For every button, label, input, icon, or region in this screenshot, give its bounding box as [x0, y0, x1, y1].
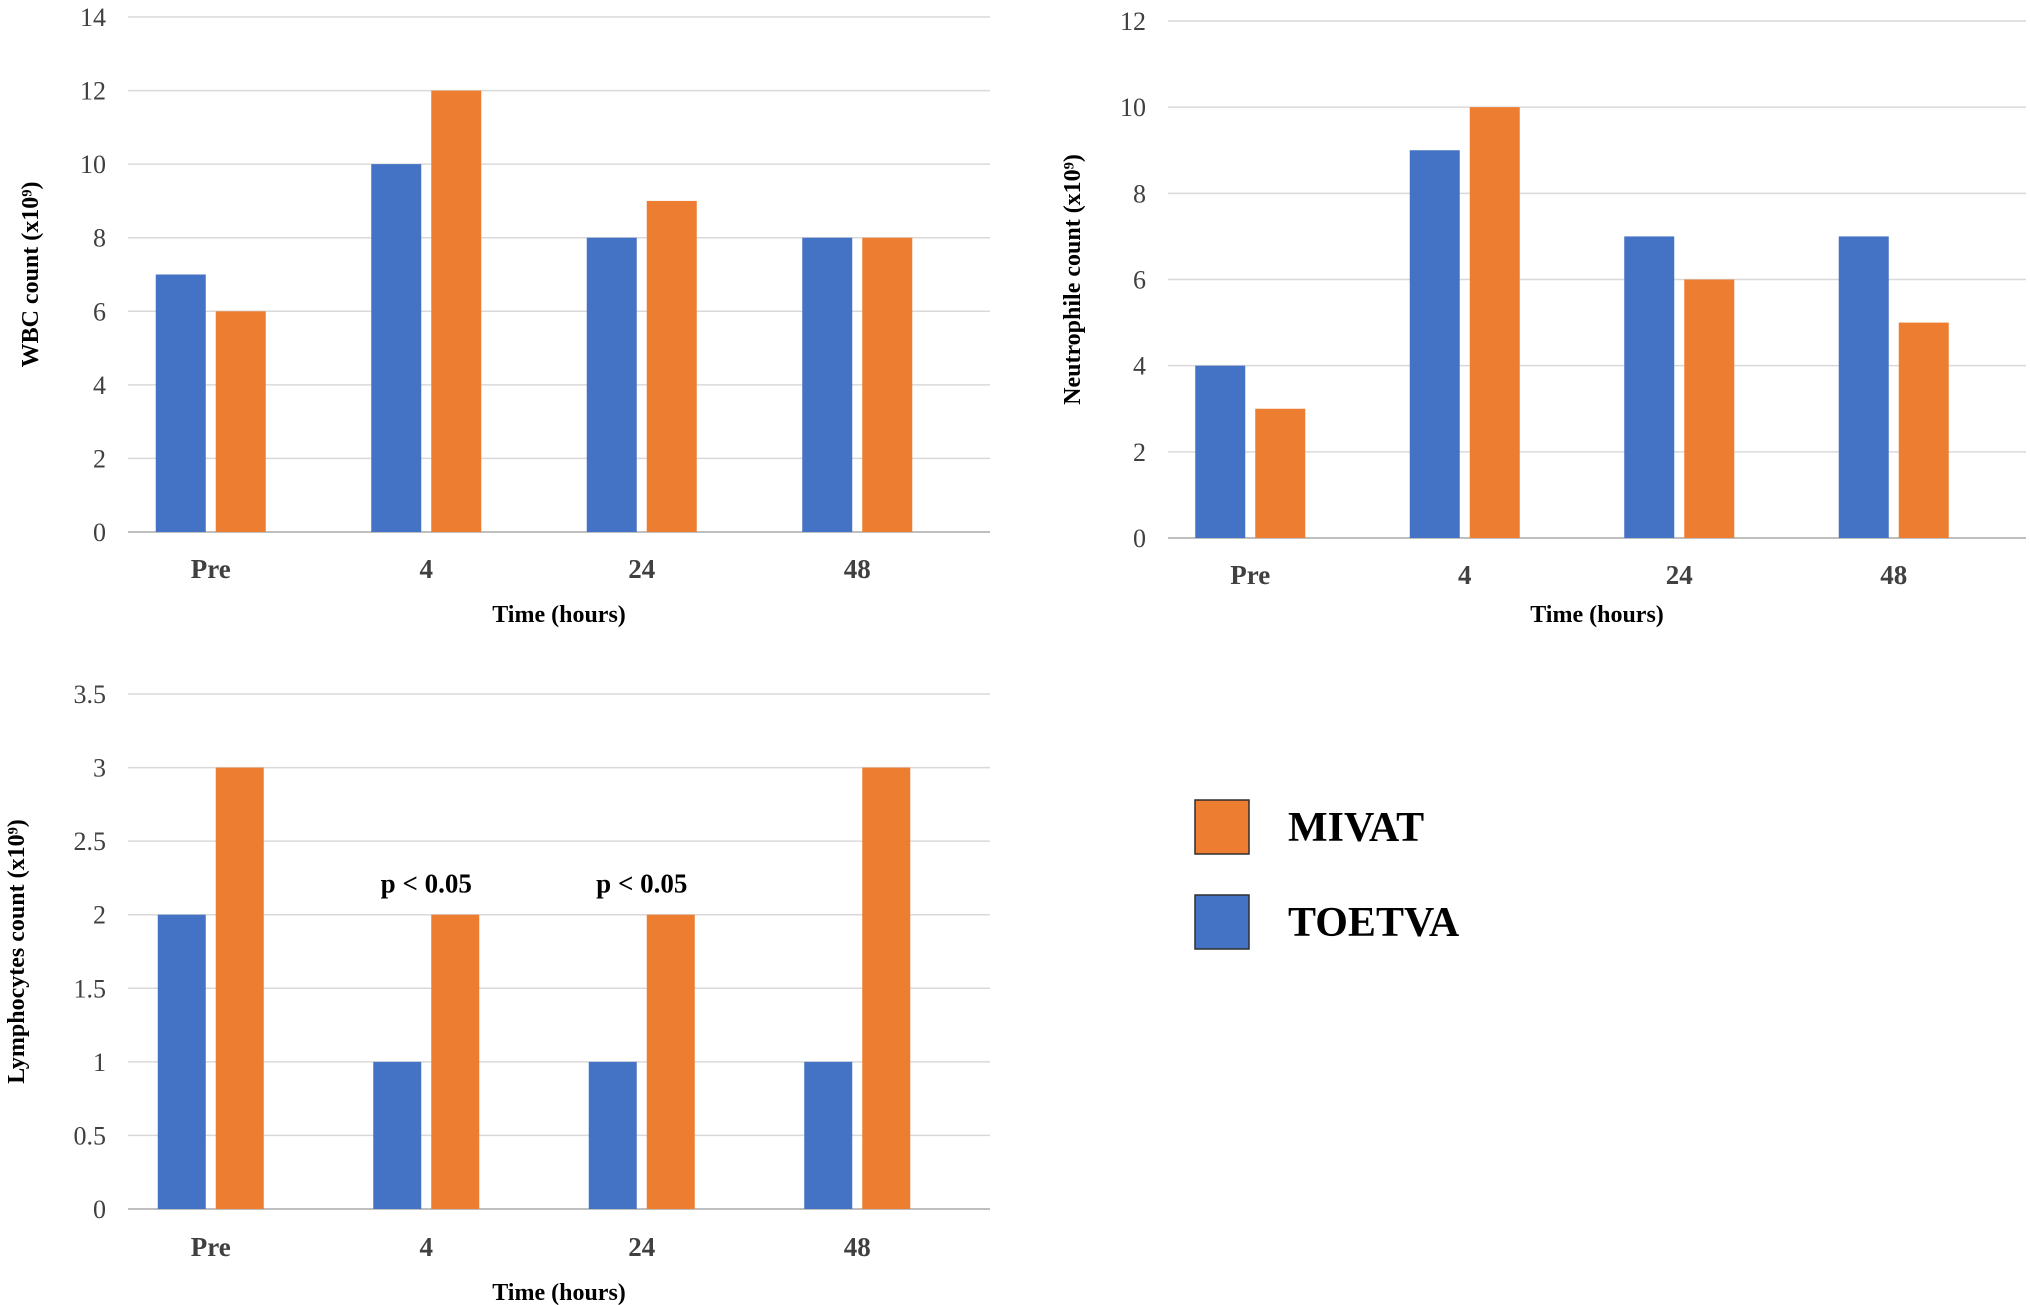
y-tick-label: 10: [1120, 93, 1146, 122]
y-tick-label: 12: [1120, 7, 1146, 36]
bar-mivat-4: [431, 90, 482, 533]
y-tick-label: 0: [93, 1195, 106, 1224]
bar-toetva-pre: [157, 914, 206, 1209]
bar-mivat-48: [862, 767, 911, 1209]
bar-toetva-24: [588, 1061, 637, 1209]
bar-mivat-48: [1898, 322, 1949, 538]
x-axis-label: Time (hours): [1530, 602, 1664, 628]
x-tick-label: Pre: [191, 1232, 231, 1262]
bar-mivat-24: [646, 914, 695, 1209]
y-tick-label: 3: [93, 754, 106, 783]
bar-toetva-pre: [1195, 365, 1246, 538]
x-tick-label: 48: [844, 554, 871, 584]
bar-toetva-4: [1409, 150, 1460, 538]
bar-mivat-4: [431, 914, 480, 1209]
bar-toetva-48: [802, 237, 853, 532]
bar-mivat-pre: [215, 767, 264, 1209]
bar-toetva-24: [1624, 236, 1675, 538]
y-tick-label: 1: [93, 1048, 106, 1077]
y-tick-label: 1.5: [74, 974, 107, 1003]
y-tick-label: 8: [1133, 179, 1146, 208]
bar-mivat-pre: [1255, 408, 1306, 538]
y-tick-label: 3.5: [74, 680, 107, 709]
y-tick-label: 0: [1133, 524, 1146, 553]
legend-label-toetva: TOETVA: [1288, 900, 1460, 946]
bar-toetva-pre: [155, 274, 206, 532]
x-tick-label: Pre: [191, 554, 231, 584]
bar-mivat-24: [646, 200, 697, 532]
y-tick-label: 0: [93, 518, 106, 547]
y-tick-label: 8: [93, 224, 106, 253]
bar-mivat-pre: [215, 311, 266, 532]
x-tick-label: 24: [1666, 560, 1693, 590]
legend-swatch-toetva: [1194, 894, 1250, 950]
bar-toetva-48: [1838, 236, 1889, 538]
x-tick-label: Pre: [1230, 560, 1270, 590]
x-tick-label: 48: [844, 1232, 871, 1262]
lymphocytes-chart: 0 0.5 1 1.5 2 2.5 3 3.5 Pre 4 p < 0.05 24 p < 0.05 48…: [4, 680, 990, 1305]
significance-annotation: p < 0.05: [381, 869, 472, 899]
y-tick-label: 6: [93, 297, 106, 326]
x-axis-label: Time (hours): [492, 1280, 626, 1305]
x-tick-label: 4: [420, 554, 434, 584]
x-tick-label: 4: [1458, 560, 1472, 590]
bar-mivat-48: [862, 237, 913, 532]
y-axis-label: Neutrophile count (x10⁹): [1060, 154, 1086, 405]
x-tick-label: 24: [628, 1232, 655, 1262]
significance-annotation: p < 0.05: [596, 869, 687, 899]
y-axis-label: Lymphocytes count (x10⁹): [4, 819, 30, 1084]
y-tick-label: 4: [1133, 352, 1146, 381]
y-tick-label: 2.5: [74, 827, 107, 856]
legend-swatch-mivat: [1194, 799, 1250, 855]
legend-label-mivat: MIVAT: [1288, 805, 1424, 851]
bar-toetva-4: [373, 1061, 422, 1209]
y-tick-label: 4: [93, 371, 106, 400]
legend: MIVAT TOETVA: [1194, 799, 1460, 950]
bar-toetva-4: [371, 164, 422, 532]
y-tick-label: 0.5: [74, 1121, 107, 1150]
x-tick-label: 24: [628, 554, 655, 584]
bar-mivat-24: [1684, 279, 1735, 538]
y-tick-label: 6: [1133, 266, 1146, 295]
bar-toetva-24: [586, 237, 637, 532]
y-tick-label: 12: [80, 77, 106, 106]
y-tick-label: 2: [1133, 438, 1146, 467]
y-tick-label: 2: [93, 444, 106, 473]
x-tick-label: 48: [1880, 560, 1907, 590]
y-tick-label: 14: [80, 3, 106, 32]
y-tick-label: 10: [80, 150, 106, 179]
y-tick-label: 2: [93, 901, 106, 930]
y-axis-label: WBC count (x10⁹): [18, 182, 44, 368]
x-tick-label: 4: [420, 1232, 434, 1262]
bar-mivat-4: [1469, 107, 1520, 539]
bar-toetva-48: [804, 1061, 853, 1209]
x-axis-label: Time (hours): [492, 602, 626, 628]
